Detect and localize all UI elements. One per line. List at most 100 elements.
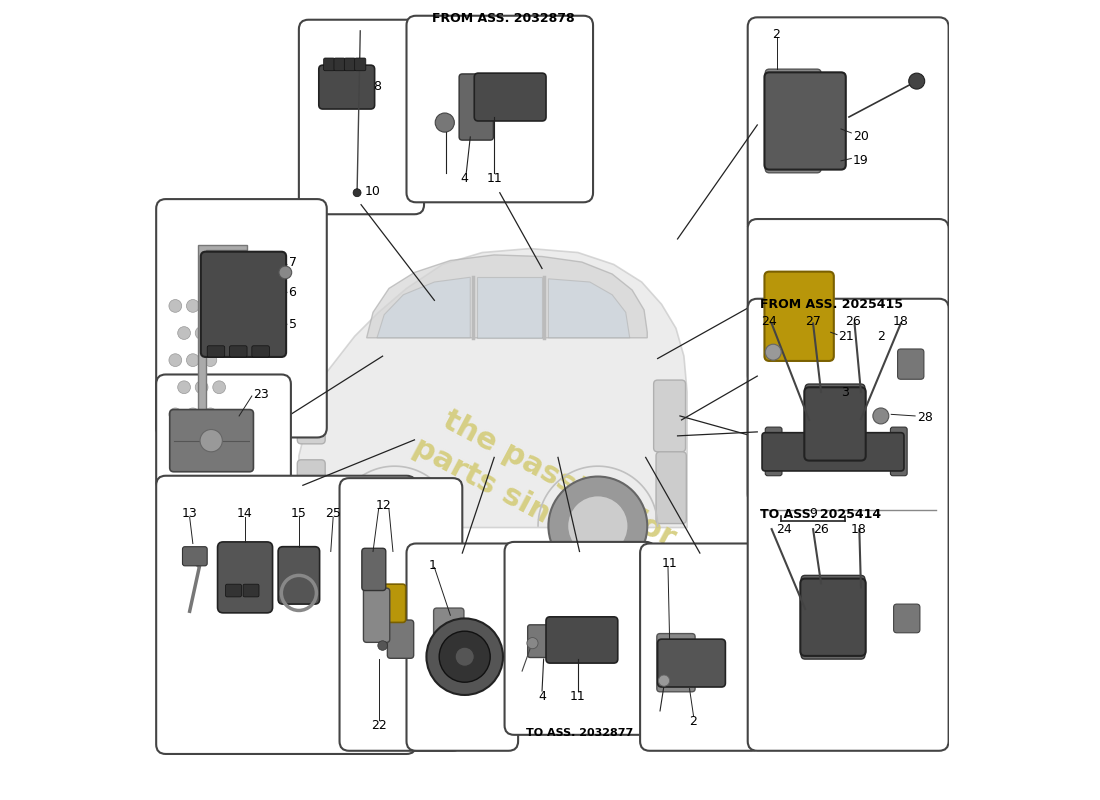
Circle shape [427,618,503,695]
Text: 26: 26 [813,522,829,536]
Text: 1: 1 [429,559,437,572]
FancyBboxPatch shape [230,346,248,357]
FancyBboxPatch shape [748,298,948,750]
Text: 21: 21 [838,330,855,342]
Circle shape [204,408,217,421]
Circle shape [766,344,781,360]
Circle shape [212,326,226,339]
Text: 20: 20 [852,130,869,143]
FancyBboxPatch shape [354,58,366,70]
FancyBboxPatch shape [319,65,375,109]
FancyBboxPatch shape [252,346,270,357]
Circle shape [439,631,491,682]
FancyBboxPatch shape [804,387,866,461]
FancyBboxPatch shape [801,578,866,656]
Text: 8: 8 [373,80,381,93]
Text: 15: 15 [290,506,307,520]
Text: TO ASS. 2032877: TO ASS. 2032877 [526,728,634,738]
FancyBboxPatch shape [748,18,948,234]
FancyBboxPatch shape [640,543,761,750]
Text: 11: 11 [661,557,678,570]
Text: 10: 10 [365,185,381,198]
Polygon shape [299,249,688,527]
FancyBboxPatch shape [656,452,686,523]
Text: 4: 4 [538,690,546,703]
Text: 11: 11 [570,690,586,703]
FancyBboxPatch shape [156,476,416,754]
FancyBboxPatch shape [764,272,834,361]
Text: 24: 24 [761,315,777,328]
Circle shape [568,496,628,556]
Circle shape [169,354,182,366]
FancyBboxPatch shape [387,620,414,658]
Text: 19: 19 [852,154,869,167]
Circle shape [279,266,292,279]
Circle shape [178,326,190,339]
FancyBboxPatch shape [156,374,290,491]
FancyBboxPatch shape [297,388,326,444]
FancyBboxPatch shape [340,478,462,750]
Text: 24: 24 [776,522,792,536]
Circle shape [178,381,190,394]
FancyBboxPatch shape [766,273,817,348]
Text: 28: 28 [916,411,933,424]
Polygon shape [198,245,248,416]
Text: 12: 12 [375,498,392,512]
Circle shape [169,408,182,421]
FancyBboxPatch shape [653,380,685,452]
Circle shape [364,496,425,556]
Circle shape [204,299,217,312]
FancyBboxPatch shape [657,634,695,692]
Text: TO ASS. 2025414: TO ASS. 2025414 [760,508,881,522]
Text: 3: 3 [842,386,849,398]
FancyBboxPatch shape [459,74,494,140]
FancyBboxPatch shape [762,433,904,471]
FancyBboxPatch shape [407,16,593,202]
FancyBboxPatch shape [323,58,334,70]
FancyBboxPatch shape [363,588,389,642]
Polygon shape [366,255,647,338]
FancyBboxPatch shape [766,427,782,476]
Text: 11: 11 [486,172,502,185]
FancyBboxPatch shape [362,548,386,590]
Text: 5: 5 [288,318,297,330]
Text: 25: 25 [326,506,341,520]
Text: 6: 6 [288,286,296,299]
Circle shape [909,73,925,89]
FancyBboxPatch shape [805,384,865,464]
FancyBboxPatch shape [898,349,924,379]
Text: FROM ASS. 2032878: FROM ASS. 2032878 [432,13,574,26]
FancyBboxPatch shape [334,58,345,70]
FancyBboxPatch shape [528,625,552,658]
Polygon shape [476,278,542,338]
FancyBboxPatch shape [748,372,948,504]
Text: 2: 2 [771,28,780,42]
FancyBboxPatch shape [546,617,618,663]
Circle shape [204,354,217,366]
Text: 27: 27 [805,315,821,328]
Circle shape [353,189,361,197]
FancyBboxPatch shape [375,584,406,622]
Circle shape [169,299,182,312]
Circle shape [187,299,199,312]
FancyBboxPatch shape [801,575,865,659]
FancyBboxPatch shape [344,58,355,70]
FancyBboxPatch shape [764,72,846,170]
Circle shape [187,354,199,366]
Circle shape [549,477,647,575]
Circle shape [200,430,222,452]
FancyBboxPatch shape [243,584,258,597]
Circle shape [212,381,226,394]
FancyBboxPatch shape [299,20,424,214]
Circle shape [187,408,199,421]
Circle shape [659,675,670,686]
FancyBboxPatch shape [474,73,546,121]
Polygon shape [549,279,629,338]
Circle shape [195,381,208,394]
Text: 23: 23 [253,388,270,401]
Circle shape [345,477,444,575]
Text: 13: 13 [182,506,198,520]
Text: 9: 9 [810,506,817,520]
Text: 26: 26 [845,315,861,328]
Text: FROM ASS. 2025415: FROM ASS. 2025415 [760,298,903,311]
